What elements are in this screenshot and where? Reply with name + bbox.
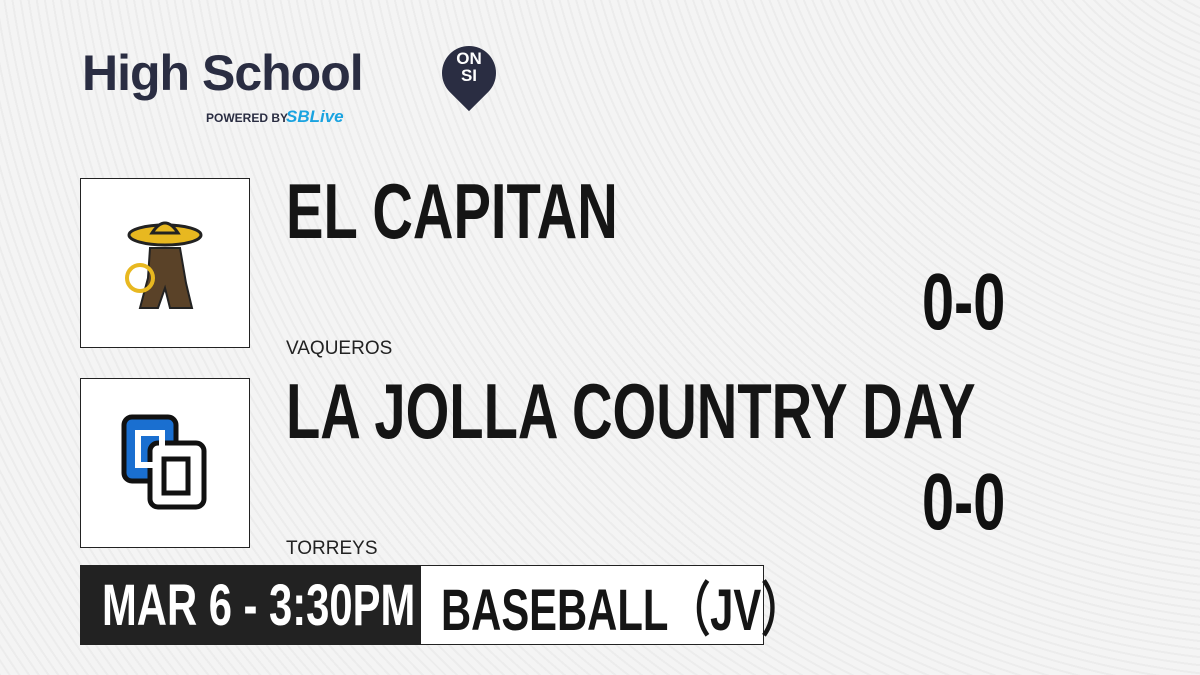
team-logo-la-jolla-country-day (80, 378, 250, 548)
sblive-logo: SBLive (286, 107, 344, 126)
on-si-badge: ON SI (456, 49, 482, 85)
team-score: 0-0 (922, 457, 1006, 546)
team-name: EL CAPITAN (286, 167, 618, 255)
vaquero-mascot-icon (125, 221, 203, 309)
team-mascot: VAQUEROS (286, 338, 393, 359)
cd-monogram-icon (121, 414, 207, 510)
brand-title: High School (82, 45, 364, 101)
team-score: 0-0 (922, 257, 1006, 346)
team-name: LA JOLLA COUNTRY DAY (286, 367, 976, 455)
team-logo-el-capitan (80, 178, 250, 348)
game-sport: BASEBALL（JV） (420, 565, 803, 645)
game-datetime: MAR 6 - 3:30PM (80, 565, 421, 645)
team-mascot: TORREYS (286, 538, 378, 559)
powered-by-label: POWERED BY (206, 111, 289, 125)
